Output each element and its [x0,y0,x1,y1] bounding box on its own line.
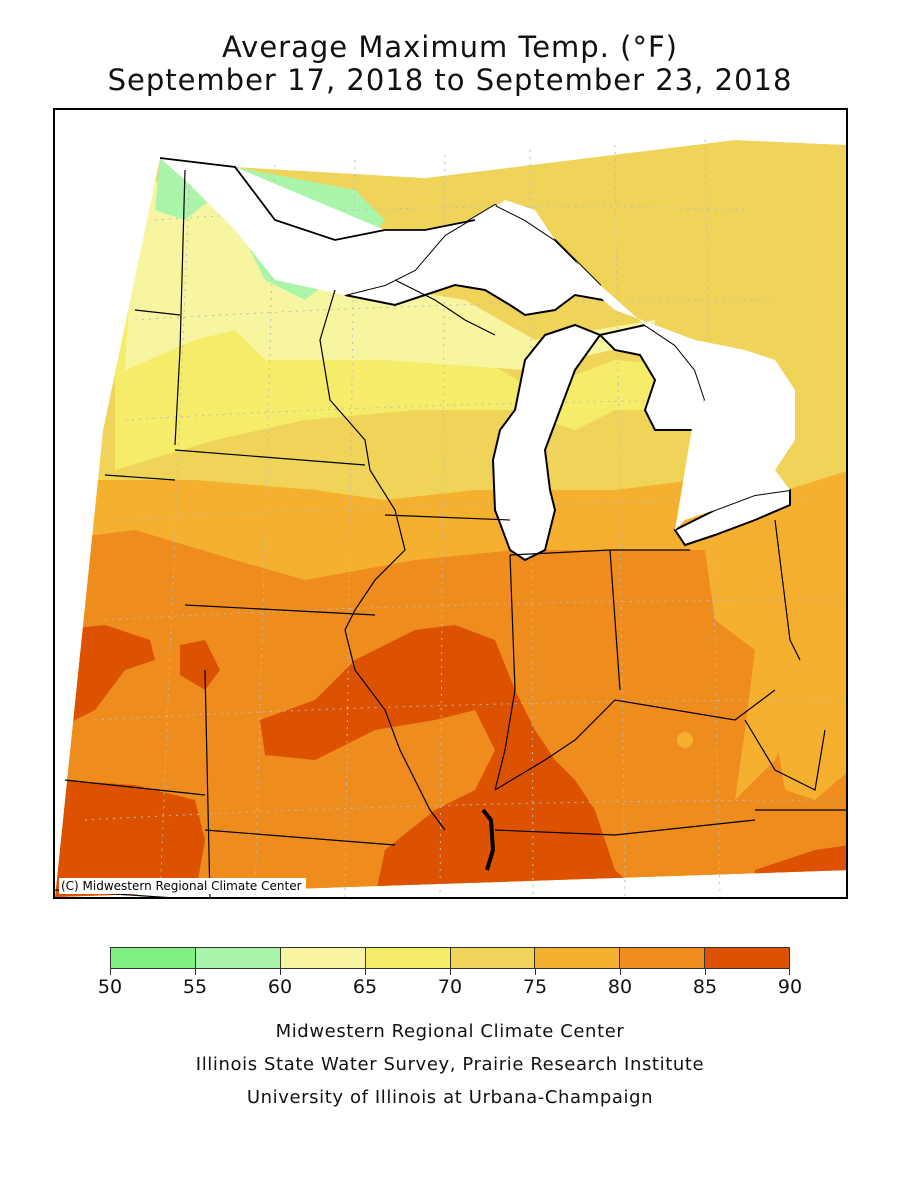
legend-swatch-80-85 [620,948,706,968]
map-date-range: September 17, 2018 to September 23, 2018 [107,63,793,97]
legend-swatch-75-80 [535,948,621,968]
legend-tick-label: 65 [352,976,378,998]
credit-mrcc: Midwestern Regional Climate Center [275,1021,625,1042]
color-legend [110,947,790,975]
lake-michigan [491,323,602,562]
legend-tick [195,969,196,975]
legend-tick [450,969,451,975]
map-title: Average Maximum Temp. (°F) [222,30,678,64]
lake-huron [598,323,707,431]
legend-tick [365,969,366,975]
legend-tick [789,969,790,975]
legend-tick-label: 55 [182,976,208,998]
legend-tick-label: 60 [267,976,293,998]
state-boundaries [55,157,846,897]
map-canvas [55,110,846,897]
legend-tick [110,969,111,975]
legend-tick-label: 50 [97,976,123,998]
legend-tick-label: 90 [777,976,803,998]
credit-uiuc: University of Illinois at Urbana-Champai… [246,1087,654,1108]
copyright-label: (C) Midwestern Regional Climate Center [59,878,306,894]
legend-tick-label: 85 [692,976,718,998]
credit-isws: Illinois State Water Survey, Prairie Res… [195,1054,705,1075]
legend-tick-label: 75 [522,976,548,998]
band-60-65 [125,170,655,370]
legend-tick [535,969,536,975]
legend-tick [705,969,706,975]
canada-land [160,158,795,530]
legend-swatch-55-60 [195,948,281,968]
legend-tick [620,969,621,975]
legend-swatch-65-70 [365,948,451,968]
legend-tick-label: 70 [437,976,463,998]
legend-swatch-85-90 [705,948,789,968]
legend-bar [110,947,790,969]
legend-swatch-50-55 [111,948,196,968]
temperature-map: (C) Midwestern Regional Climate Center [53,108,848,899]
legend-tick-label: 80 [607,976,633,998]
legend-swatch-60-65 [280,948,366,968]
legend-swatch-70-75 [450,948,536,968]
legend-tick [280,969,281,975]
